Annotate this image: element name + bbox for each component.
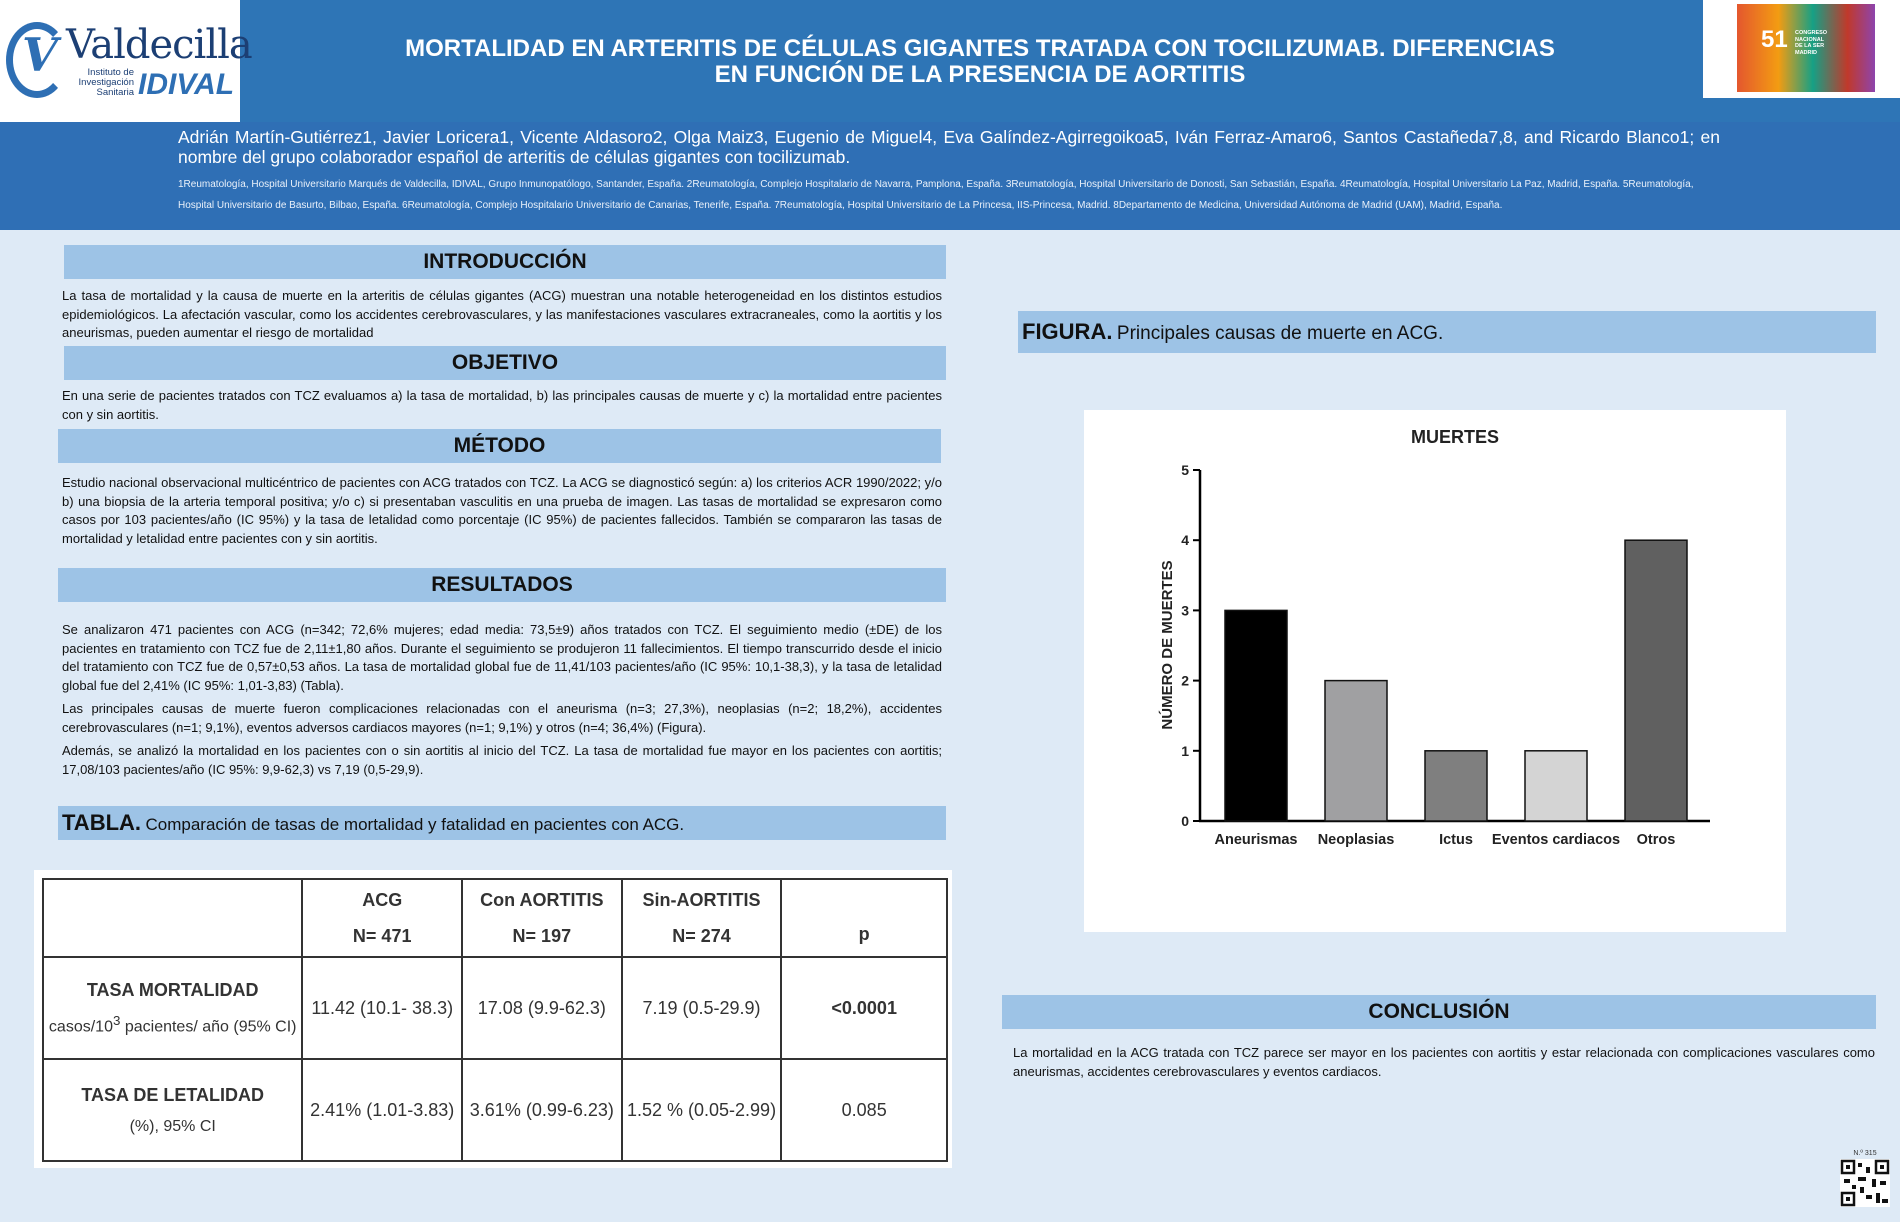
- valdecilla-logo: V Valdecilla Instituto de Investigación …: [0, 0, 253, 122]
- resultados-text: Se analizaron 471 pacientes con ACG (n=3…: [62, 621, 942, 779]
- deaths-chart: MUERTES NÚMERO DE MUERTES 0 1 2 3 4 5 Aneurism…: [1084, 410, 1786, 932]
- chart-bar: [1624, 539, 1688, 822]
- objetivo-heading: OBJETIVO: [64, 346, 946, 380]
- figura-caption-text: Principales causas de muerte en ACG.: [1116, 323, 1444, 344]
- tabla-lead: TABLA.: [62, 810, 142, 835]
- authors: Adrián Martín-Gutiérrez1, Javier Loricer…: [178, 127, 1720, 167]
- chart-y-tick-label: 1: [1181, 743, 1189, 759]
- conclusion-text: La mortalidad en la ACG tratada con TCZ …: [1013, 1045, 1875, 1079]
- logo-subtitle: Instituto de Investigación Sanitaria: [78, 67, 134, 98]
- qr-code: N.º 315: [1838, 1150, 1892, 1214]
- tabla-caption-text: Comparación de tasas de mortalidad y fat…: [145, 815, 685, 834]
- resultados-heading: RESULTADOS: [58, 568, 946, 602]
- table-row: TASA DE LETALIDAD (%), 95% CI 2.41% (1.0…: [41, 1058, 948, 1162]
- chart-bar: [1324, 679, 1388, 822]
- logo-circle-icon: [6, 22, 68, 98]
- table-cell-p: 0.085: [780, 1058, 948, 1162]
- results-table: ACG N= 471 Con AORTITIS N= 197 Sin-AORTITI…: [41, 878, 948, 1162]
- qr-code-icon: [1840, 1159, 1890, 1207]
- table-cell: 1.52 % (0.05-2.99): [620, 1058, 783, 1162]
- chart-x-tick-label: Ictus: [1439, 832, 1473, 848]
- congress-number: 51: [1761, 26, 1788, 53]
- qr-label: N.º 315: [1853, 1150, 1877, 1157]
- logo-name: Valdecilla: [66, 22, 253, 68]
- intro-heading: INTRODUCCIÓN: [64, 245, 946, 279]
- chart-marks: 0 1 2 3 4 5 Aneurismas Neoplasias Ictus Eventos c…: [1181, 462, 1710, 848]
- congress-text: CONGRESO NACIONAL DE LA SER MADRID: [1795, 30, 1828, 56]
- table-col-con-aortitis: Con AORTITIS N= 197: [460, 878, 623, 958]
- figura-caption: FIGURA. Principales causas de muerte en …: [1018, 311, 1876, 353]
- table-col-p: p: [780, 878, 948, 958]
- table-row-label: TASA MORTALIDAD casos/103 pacientes/ año…: [41, 956, 304, 1060]
- poster-title: MORTALIDAD EN ARTERITIS DE CÉLULAS GIGAN…: [405, 35, 1555, 88]
- resultados-p2: Las principales causas de muerte fueron …: [62, 701, 942, 735]
- tabla-caption: TABLA. Comparación de tasas de mortalida…: [58, 806, 946, 840]
- table-cell: 7.19 (0.5-29.9): [620, 956, 783, 1060]
- chart-y-tick-label: 5: [1181, 462, 1189, 478]
- affiliations: 1Reumatología, Hospital Universitario Ma…: [178, 179, 1694, 211]
- chart-title: MUERTES: [1411, 427, 1499, 447]
- resultados-p1: Se analizaron 471 pacientes con ACG (n=3…: [62, 622, 942, 693]
- intro-text: La tasa de mortalidad y la causa de muer…: [62, 288, 942, 340]
- chart-y-tick-label: 3: [1181, 602, 1189, 618]
- logo-brand: IDIVAL: [138, 68, 235, 101]
- chart-x-tick-label: Aneurismas: [1214, 832, 1297, 848]
- table-col-sin-aortitis: Sin-AORTITIS N= 274: [620, 878, 783, 958]
- table-header-row: ACG N= 471 Con AORTITIS N= 197 Sin-AORTITI…: [41, 878, 948, 958]
- chart-bar: [1524, 750, 1588, 822]
- metodo-text: Estudio nacional observacional multicént…: [62, 475, 942, 546]
- table-cell: 11.42 (10.1- 38.3): [301, 956, 463, 1060]
- table-col-acg: ACG N= 471: [301, 878, 463, 958]
- chart-x-tick-label: Neoplasias: [1318, 832, 1395, 848]
- congress-logo: 51 CONGRESO NACIONAL DE LA SER MADRID: [1703, 0, 1900, 98]
- table-row: TASA MORTALIDAD casos/103 pacientes/ año…: [41, 956, 948, 1060]
- chart-y-axis-label: NÚMERO DE MUERTES: [1158, 560, 1176, 729]
- objetivo-text: En una serie de pacientes tratados con T…: [62, 388, 942, 422]
- resultados-p3: Además, se analizó la mortalidad en los …: [62, 743, 942, 777]
- header-authors-band: [0, 122, 1900, 230]
- table-cell: 2.41% (1.01-3.83): [301, 1058, 463, 1162]
- congress-logo-graphic: [1737, 4, 1875, 92]
- chart-x-tick-label: Otros: [1637, 832, 1676, 848]
- conclusion-heading: CONCLUSIÓN: [1002, 995, 1876, 1029]
- metodo-heading: MÉTODO: [58, 429, 941, 463]
- chart-y-tick-label: 4: [1181, 532, 1189, 548]
- figura-lead: FIGURA.: [1022, 319, 1113, 344]
- table-cell: 17.08 (9.9-62.3): [460, 956, 623, 1060]
- chart-bar: [1424, 750, 1488, 822]
- table-cell-p: <0.0001: [780, 956, 948, 1060]
- chart-y-tick-label: 2: [1181, 673, 1189, 689]
- table-corner-cell: [41, 878, 304, 958]
- table-cell: 3.61% (0.99-6.23): [460, 1058, 623, 1162]
- deaths-chart-svg: MUERTES NÚMERO DE MUERTES 0 1 2 3 4 5 Aneurism…: [1158, 427, 1710, 848]
- chart-y-tick-label: 0: [1181, 813, 1189, 829]
- logo-v-mark: V: [22, 28, 58, 82]
- chart-x-tick-label: Eventos cardiacos: [1492, 832, 1620, 848]
- chart-bar: [1224, 609, 1288, 822]
- table-row-label: TASA DE LETALIDAD (%), 95% CI: [41, 1058, 304, 1162]
